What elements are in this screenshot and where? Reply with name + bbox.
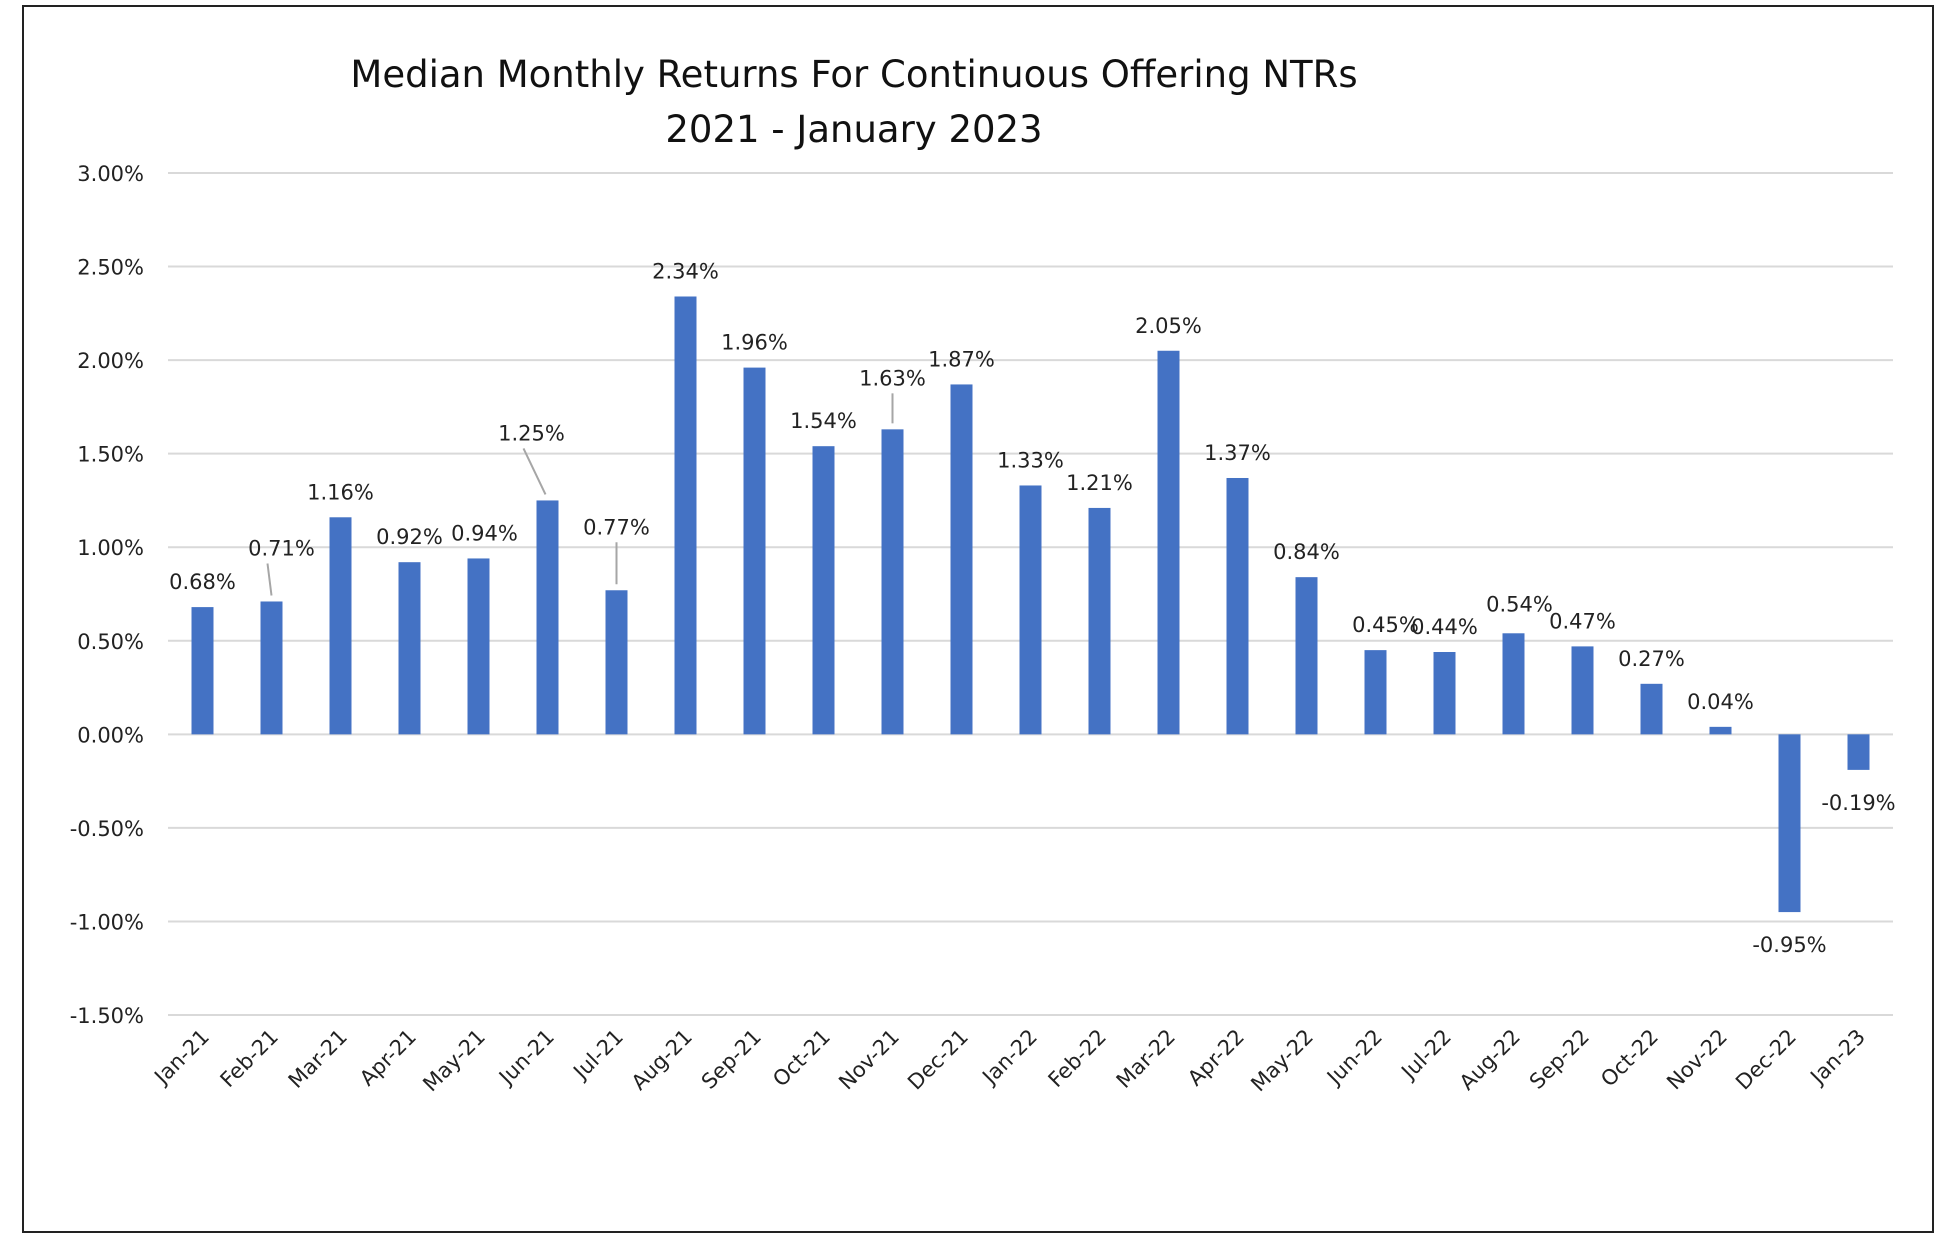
x-tick-label: Jan-23 [1805, 1025, 1871, 1091]
y-tick-label: 2.00% [77, 349, 144, 373]
data-label: 1.33% [997, 448, 1064, 472]
bar-mar-22 [1157, 350, 1180, 735]
data-label: 1.87% [928, 347, 995, 371]
bar-mar-21 [329, 517, 352, 735]
y-tick-label: 2.50% [77, 256, 144, 280]
data-label: 0.44% [1411, 615, 1478, 639]
y-tick-label: -0.50% [70, 817, 144, 841]
data-label: 1.63% [859, 366, 926, 390]
bars [191, 296, 1870, 913]
y-tick-label: -1.00% [70, 910, 144, 934]
x-tick-label: Nov-22 [1662, 1025, 1732, 1095]
data-label: 0.45% [1352, 613, 1419, 637]
x-tick-label: Jan-21 [149, 1025, 215, 1091]
data-label: 1.21% [1066, 471, 1133, 495]
x-tick-label: Jan-22 [977, 1025, 1043, 1091]
bar-oct-21 [812, 446, 835, 735]
x-tick-label: Jun-22 [1321, 1025, 1387, 1091]
x-tick-label: Dec-22 [1731, 1025, 1801, 1095]
data-label: 1.96% [721, 331, 788, 355]
x-tick-label: Oct-21 [768, 1025, 835, 1092]
bar-sep-22 [1571, 646, 1594, 735]
bar-jan-22 [1019, 485, 1042, 735]
data-label: 0.68% [169, 570, 236, 594]
data-label: 2.05% [1135, 314, 1202, 338]
chart-title: Median Monthly Returns For Continuous Of… [24, 47, 1684, 157]
data-label: 1.16% [307, 480, 374, 504]
data-label: 0.71% [248, 536, 315, 560]
bar-oct-22 [1640, 683, 1663, 735]
data-label: 0.54% [1486, 592, 1553, 616]
chart-title-line-1: Median Monthly Returns For Continuous Of… [350, 53, 1358, 96]
bar-feb-21 [260, 601, 283, 735]
data-label: 0.94% [451, 521, 518, 545]
x-tick-label: Feb-21 [216, 1025, 284, 1093]
y-tick-label: 1.50% [77, 443, 144, 467]
bar-aug-22 [1502, 633, 1525, 735]
bar-jan-23 [1847, 734, 1870, 770]
bar-may-21 [467, 558, 490, 735]
x-tick-label: Dec-21 [903, 1025, 973, 1095]
data-labels: 0.68% 0.71% 1.16%0.92% 0.94% 1.25% 0.77% 2.34%… [169, 259, 1896, 957]
x-tick-label: Oct-22 [1596, 1025, 1663, 1092]
x-tick-label: Sep-21 [697, 1025, 766, 1094]
x-tick-label: Jul-22 [1395, 1025, 1456, 1086]
data-label: 1.54% [790, 409, 857, 433]
bar-jun-22 [1364, 650, 1387, 735]
bar-nov-21 [881, 429, 904, 735]
data-label: 1.37% [1204, 441, 1271, 465]
bar-jul-21 [605, 590, 628, 735]
y-tick-label: 0.00% [77, 723, 144, 747]
bar-apr-22 [1226, 477, 1249, 735]
gridlines [168, 172, 1893, 1016]
data-label: 1.25% [498, 421, 565, 445]
data-label: 0.47% [1549, 609, 1616, 633]
x-tick-label: Apr-22 [1183, 1025, 1249, 1091]
x-tick-label: Mar-22 [1112, 1025, 1180, 1093]
bar-apr-21 [398, 562, 421, 735]
bar-feb-22 [1088, 507, 1111, 735]
x-tick-label: Jul-21 [567, 1025, 628, 1086]
y-tick-label: 3.00% [77, 162, 144, 186]
bar-may-22 [1295, 577, 1318, 735]
bar-jun-21 [536, 500, 559, 735]
data-label: -0.95% [1752, 933, 1826, 957]
chart-title-line-2: 2021 - January 2023 [665, 108, 1043, 151]
bar-nov-22 [1709, 726, 1732, 735]
x-tick-label: Sep-22 [1525, 1025, 1594, 1094]
data-label: 0.77% [583, 515, 650, 539]
data-label: 0.84% [1273, 540, 1340, 564]
x-tick-label: Apr-21 [355, 1025, 421, 1091]
y-tick-label: 1.00% [77, 536, 144, 560]
x-tick-label: May-22 [1246, 1025, 1318, 1097]
data-label: -0.19% [1821, 791, 1895, 815]
bar-jan-21 [191, 607, 214, 735]
x-tick-label: Jun-21 [493, 1025, 559, 1091]
y-axis: 3.00% 2.50% 2.00% 1.50% 1.00% 0.50% 0.00% -0.50… [70, 162, 144, 1028]
leader-line [266, 563, 273, 596]
y-tick-label: 0.50% [77, 630, 144, 654]
data-label: 0.27% [1618, 647, 1685, 671]
y-tick-label: -1.50% [70, 1004, 144, 1028]
x-tick-label: Mar-21 [284, 1025, 352, 1093]
data-label: 2.34% [652, 259, 719, 283]
bar-sep-21 [743, 367, 766, 735]
x-tick-label: May-21 [418, 1025, 490, 1097]
bar-dec-21 [950, 384, 973, 735]
bar-jul-22 [1433, 652, 1456, 735]
leader-line [522, 448, 547, 495]
data-label: 0.92% [376, 525, 443, 549]
x-tick-label: Nov-21 [834, 1025, 904, 1095]
bar-dec-22 [1778, 734, 1801, 913]
x-tick-label: Aug-22 [1455, 1025, 1525, 1095]
x-tick-label: Feb-22 [1044, 1025, 1112, 1093]
bar-aug-21 [674, 296, 697, 735]
data-label: 0.04% [1687, 690, 1754, 714]
x-tick-label: Aug-21 [627, 1025, 697, 1095]
